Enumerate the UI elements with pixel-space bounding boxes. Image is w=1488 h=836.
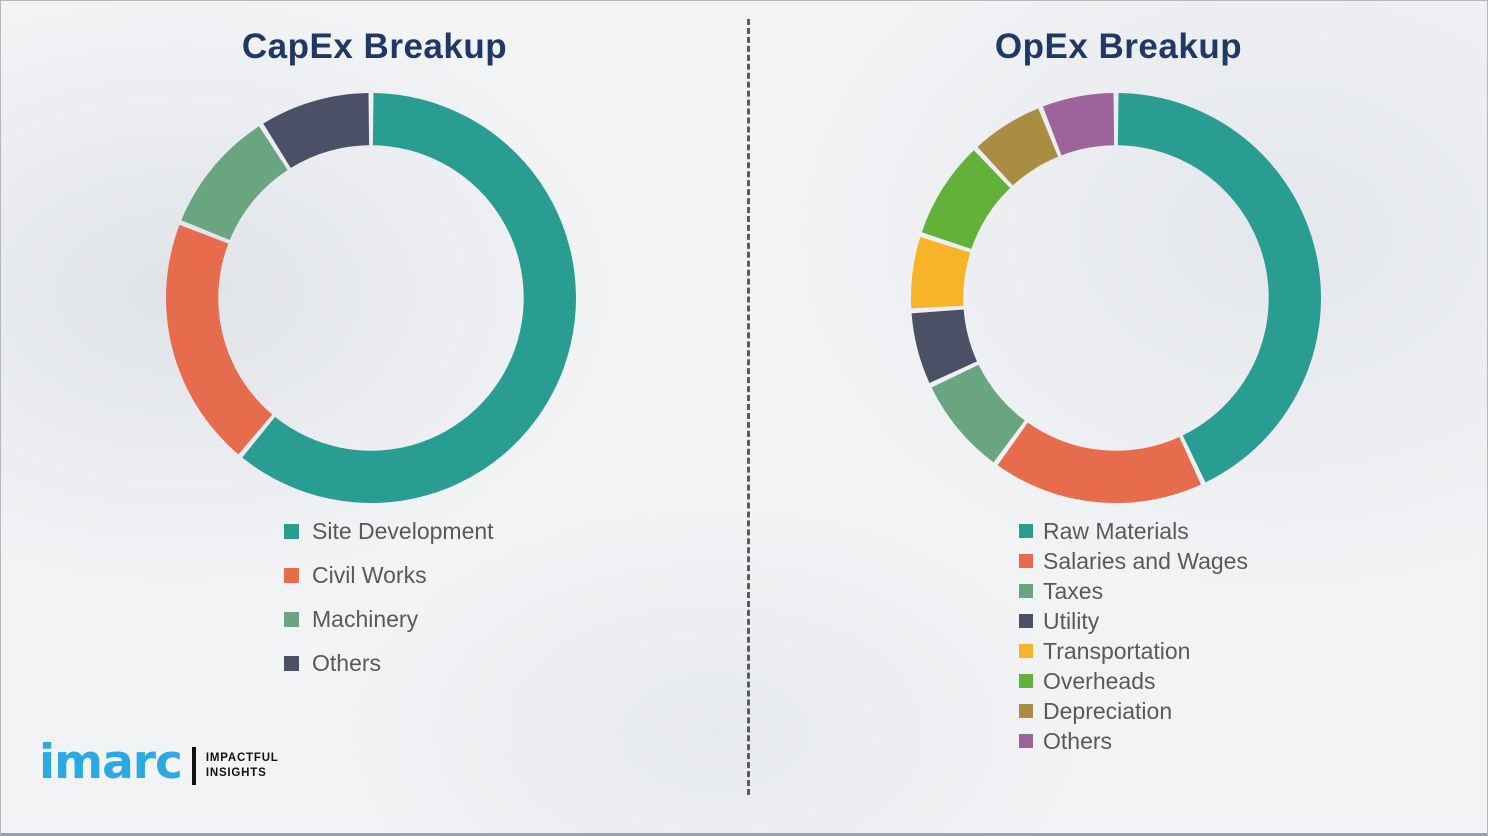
legend-item-overheads: Overheads bbox=[1019, 666, 1248, 696]
legend-marker bbox=[284, 655, 299, 671]
logo-divider-bar bbox=[191, 746, 196, 785]
opex-title: OpEx Breakup bbox=[994, 27, 1243, 66]
legend-item-salaries-and-wages: Salaries and Wages bbox=[1019, 546, 1248, 576]
legend-marker bbox=[284, 567, 299, 583]
legend-label: Raw Materials bbox=[1043, 517, 1189, 544]
legend-item-taxes: Taxes bbox=[1019, 576, 1248, 606]
donut-segment-raw-materials bbox=[1117, 93, 1321, 483]
legend-label: Utility bbox=[1043, 607, 1100, 634]
legend-item-site-development: Site Development bbox=[284, 509, 494, 553]
panel-divider-dashed-line bbox=[747, 19, 750, 795]
capex-title: CapEx Breakup bbox=[241, 27, 508, 66]
legend-label: Taxes bbox=[1043, 577, 1104, 604]
imarc-logo-text: imarc bbox=[39, 735, 183, 790]
legend-marker bbox=[1019, 584, 1033, 598]
donut-segment-civil-works bbox=[166, 224, 273, 455]
legend-label: Others bbox=[1043, 727, 1113, 754]
imarc-logo: imarc IMPACTFUL INSIGHTS bbox=[39, 739, 279, 786]
donut-segment-others bbox=[263, 93, 370, 169]
logo-tagline: IMPACTFUL INSIGHTS bbox=[206, 751, 279, 781]
donut-segment-transportation bbox=[911, 237, 971, 309]
legend-label: Salaries and Wages bbox=[1043, 547, 1248, 574]
logo-tagline-line1: IMPACTFUL bbox=[205, 751, 279, 764]
legend-marker bbox=[1019, 644, 1033, 658]
legend-marker bbox=[1019, 734, 1033, 748]
donut-segment-utility bbox=[911, 309, 978, 384]
capex-legend: Site Development Civil Works Machinery Othe… bbox=[284, 509, 494, 685]
capex-donut-chart bbox=[166, 93, 576, 503]
opex-donut-chart bbox=[911, 93, 1321, 503]
legend-label: Machinery bbox=[312, 605, 419, 632]
logo-tagline-line2: INSIGHTS bbox=[205, 766, 267, 779]
legend-label: Overheads bbox=[1043, 667, 1156, 694]
donut-segment-taxes bbox=[931, 364, 1025, 463]
donut-segment-machinery bbox=[181, 126, 288, 241]
legend-item-raw-materials: Raw Materials bbox=[1019, 516, 1248, 546]
legend-item-depreciation: Depreciation bbox=[1019, 696, 1248, 726]
legend-item-civil-works: Civil Works bbox=[284, 553, 494, 597]
opex-legend: Raw Materials Salaries and Wages Taxes Util… bbox=[1019, 516, 1248, 756]
donut-segment-overheads bbox=[921, 150, 1011, 250]
donut-segment-others bbox=[1042, 93, 1115, 156]
legend-label: Depreciation bbox=[1043, 697, 1173, 724]
legend-marker bbox=[1019, 704, 1033, 718]
legend-marker bbox=[1019, 524, 1033, 538]
legend-marker bbox=[284, 611, 299, 627]
legend-label: Transportation bbox=[1043, 637, 1191, 664]
legend-label: Civil Works bbox=[312, 561, 427, 588]
legend-marker bbox=[1019, 674, 1033, 688]
donut-segment-salaries-and-wages bbox=[997, 422, 1202, 503]
legend-item-machinery: Machinery bbox=[284, 597, 494, 641]
capex-panel: CapEx Breakup Site Development Civil Work… bbox=[1, 1, 748, 833]
legend-label: Site Development bbox=[312, 517, 494, 544]
legend-item-transportation: Transportation bbox=[1019, 636, 1248, 666]
donut-segment-depreciation bbox=[977, 108, 1059, 186]
legend-marker bbox=[1019, 554, 1033, 568]
legend-label: Others bbox=[312, 649, 382, 676]
legend-item-others: Others bbox=[284, 641, 494, 685]
opex-panel: OpEx Breakup Raw Materials Salaries and W… bbox=[748, 1, 1487, 833]
legend-marker bbox=[1019, 614, 1033, 628]
legend-item-others: Others bbox=[1019, 726, 1248, 756]
donut-segment-site-development bbox=[242, 93, 576, 503]
legend-marker bbox=[284, 523, 299, 539]
legend-item-utility: Utility bbox=[1019, 606, 1248, 636]
